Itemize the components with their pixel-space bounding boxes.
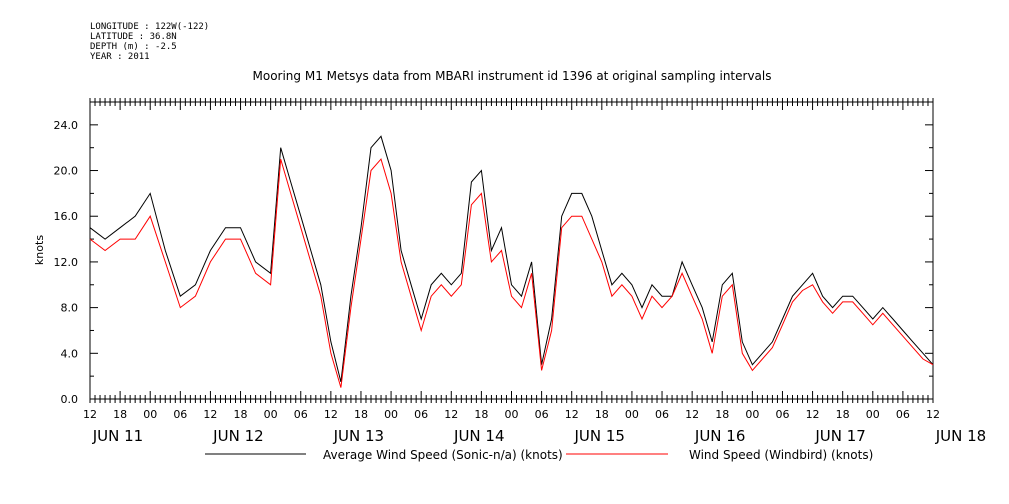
x-tick-label: 18 [234,408,248,421]
x-tick-label: 00 [264,408,278,421]
x-tick-label: 00 [505,408,519,421]
y-axis-label: knots [33,235,46,265]
y-tick-label: 4.0 [61,347,79,360]
x-tick-label: 12 [444,408,458,421]
y-tick-label: 12.0 [54,256,79,269]
x-tick-label: 18 [595,408,609,421]
x-date-label: JUN 12 [212,427,263,445]
x-tick-label: 00 [866,408,880,421]
series-line-1 [89,135,934,383]
x-tick-label: 00 [143,408,157,421]
x-date-label: JUN 16 [694,427,745,445]
x-tick-label: 12 [806,408,820,421]
depth-label: DEPTH (m) : -2.5 [90,42,177,52]
y-tick-label: 16.0 [54,210,79,223]
x-tick-label: 06 [655,408,669,421]
x-tick-label: 06 [414,408,428,421]
x-tick-label: 12 [926,408,940,421]
longitude-label: LONGITUDE : 122W(-122) [90,22,210,32]
x-tick-label: 12 [685,408,699,421]
x-tick-label: 00 [384,408,398,421]
x-tick-label: 12 [324,408,338,421]
x-tick-label: 18 [474,408,488,421]
plot-frame [89,101,934,400]
x-tick-label: 18 [836,408,850,421]
y-tick-label: 24.0 [54,119,79,132]
x-tick-label: 06 [896,408,910,421]
x-date-label: JUN 14 [453,427,504,445]
x-tick-label: 06 [535,408,549,421]
x-tick-label: 12 [83,408,97,421]
metadata-block: LONGITUDE : 122W(-122) LATITUDE : 36.8N … [90,22,209,62]
y-tick-label: 8.0 [61,302,79,315]
chart-title: Mooring M1 Metsys data from MBARI instru… [253,69,772,83]
x-tick-label: 06 [294,408,308,421]
year-label: YEAR : 2011 [90,52,150,62]
latitude-label: LATITUDE : 36.8N [90,32,177,42]
x-date-label: JUN 17 [814,427,865,445]
x-tick-label: 18 [113,408,127,421]
series-line-2 [89,158,934,388]
legend-label-series-2: Wind Speed (Windbird) (knots) [689,448,873,462]
legend-label-series-1: Average Wind Speed (Sonic-n/a) (knots) [323,448,563,462]
x-tick-label: 06 [173,408,187,421]
x-tick-label: 00 [625,408,639,421]
x-date-label: JUN 18 [935,427,986,445]
x-date-label: JUN 13 [333,427,384,445]
x-tick-label: 12 [565,408,579,421]
x-tick-label: 12 [203,408,217,421]
x-date-label: JUN 15 [573,427,624,445]
y-tick-label: 0.0 [61,393,79,406]
x-date-label: JUN 11 [92,427,143,445]
x-tick-label: 06 [775,408,789,421]
axis-ticks: 0.0 4.0 8.0 12.0 16.0 20.0 24.0 12 18 00 06 12 18 00 0… [54,98,986,445]
x-tick-label: 18 [354,408,368,421]
legend: Average Wind Speed (Sonic-n/a) (knots) W… [205,448,873,462]
y-tick-label: 20.0 [54,165,79,178]
x-tick-label: 00 [745,408,759,421]
x-tick-label: 18 [715,408,729,421]
series-layer [89,135,934,388]
